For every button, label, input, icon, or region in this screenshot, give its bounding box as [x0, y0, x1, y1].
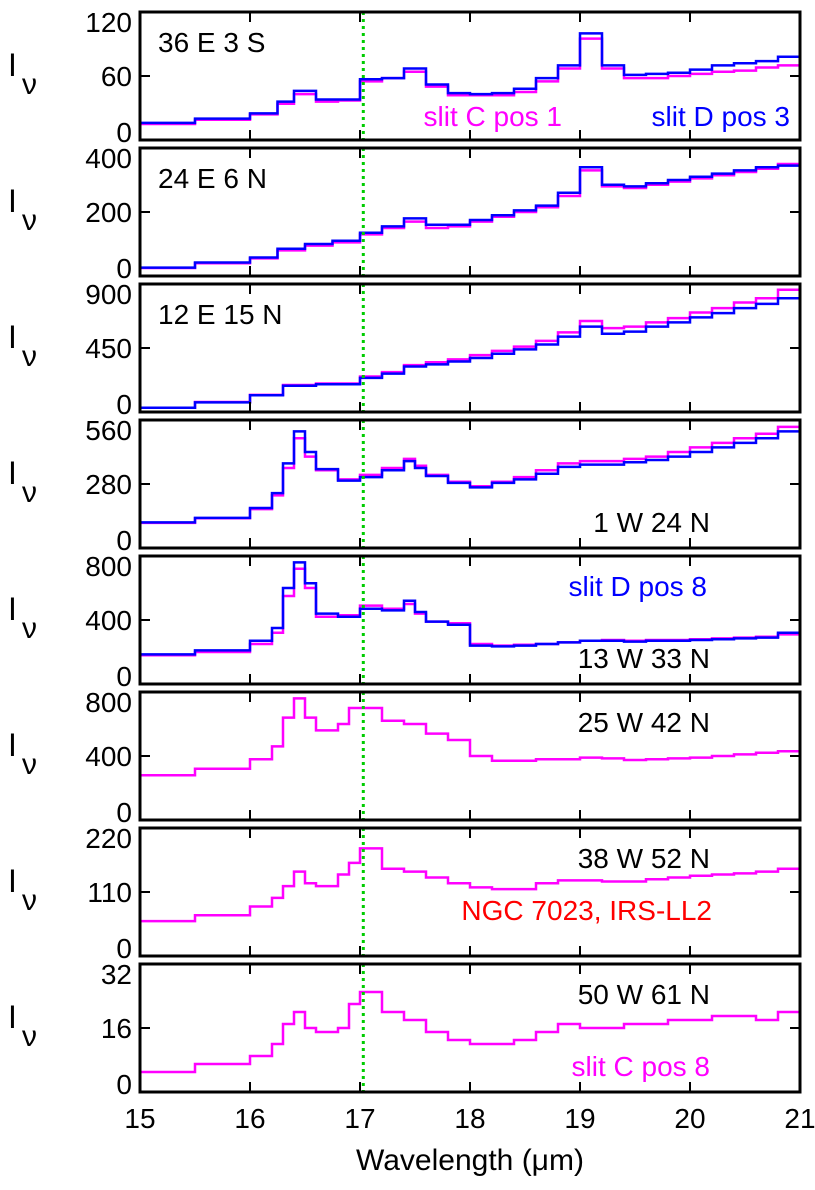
panel-2: 0 200 400 Iν 24 E 6 N [8, 143, 802, 284]
panel-3: 0 450 900 Iν 12 E 15 N [8, 279, 802, 420]
y-tick-label: 900 [85, 279, 132, 310]
y-tick-label: 800 [85, 687, 132, 718]
y-tick-label: 0 [116, 661, 132, 692]
y-axis-label-subscript: ν [22, 204, 37, 237]
x-tick-label: 19 [564, 1103, 595, 1134]
x-axis-title: Wavelength (μm) [356, 1144, 584, 1177]
y-tick-label: 0 [116, 1069, 132, 1100]
y-tick-label: 0 [116, 389, 132, 420]
panel-label: 13 W 33 N [578, 643, 710, 674]
y-axis-label-subscript: ν [22, 612, 37, 645]
y-axis-label: I [8, 863, 17, 899]
series-line-2 [140, 430, 802, 524]
y-tick-label: 0 [116, 117, 132, 148]
x-tick-label: 15 [124, 1103, 155, 1134]
y-tick-label: 400 [85, 741, 132, 772]
y-tick-label: 560 [85, 415, 132, 446]
y-tick-label: 220 [85, 823, 132, 854]
series-line-1 [140, 37, 800, 126]
y-tick-label: 32 [101, 959, 132, 990]
series-line-1 [140, 697, 802, 777]
panel-8: 0 16 32 Iν 50 W 61 N slit C pos 8 [8, 959, 802, 1100]
y-axis-label: I [8, 999, 17, 1035]
series-line-2 [140, 32, 802, 125]
y-axis-label: I [8, 455, 17, 491]
y-tick-label: 60 [101, 61, 132, 92]
y-axis-label-subscript: ν [22, 340, 37, 373]
x-tick-label: 17 [344, 1103, 375, 1134]
y-tick-label: 200 [85, 197, 132, 228]
y-axis-label-subscript: ν [22, 748, 37, 781]
y-tick-label: 800 [85, 551, 132, 582]
y-axis-label-subscript: ν [22, 476, 37, 509]
figure-annotation: NGC 7023, IRS-LL2 [461, 895, 712, 926]
y-tick-label: 120 [85, 7, 132, 38]
legend-label: slit D pos 8 [569, 571, 708, 602]
panel-label: 25 W 42 N [578, 707, 710, 738]
x-tick-label: 20 [674, 1103, 705, 1134]
y-tick-label: 280 [85, 469, 132, 500]
y-axis-label-subscript: ν [22, 68, 37, 101]
y-tick-label: 400 [85, 605, 132, 636]
series-line-2 [140, 296, 802, 409]
y-axis-label: I [8, 47, 17, 83]
series-line-2 [140, 561, 802, 656]
y-tick-label: 400 [85, 143, 132, 174]
y-axis-label: I [8, 727, 17, 763]
panel-label: 38 W 52 N [578, 843, 710, 874]
y-tick-label: 0 [116, 797, 132, 828]
series-line-1 [140, 847, 802, 923]
y-tick-label: 16 [101, 1013, 132, 1044]
panel-label: 50 W 61 N [578, 979, 710, 1010]
x-tick-label: 18 [454, 1103, 485, 1134]
y-tick-label: 0 [116, 525, 132, 556]
y-axis-label-subscript: ν [22, 1020, 37, 1053]
y-axis-label: I [8, 183, 17, 219]
y-axis-label: I [8, 591, 17, 627]
panel-4: 0 280 560 Iν 1 W 24 N [8, 415, 802, 556]
legend-label: slit C pos 8 [572, 1051, 711, 1082]
panel-label: 24 E 6 N [158, 163, 267, 194]
panel-label: 1 W 24 N [593, 507, 710, 538]
panel-label: 36 E 3 S [158, 27, 265, 58]
y-axis-label: I [8, 319, 17, 355]
legend-label: slit C pos 1 [424, 101, 563, 132]
y-tick-label: 110 [87, 877, 132, 908]
panel-1: 0 60 120 Iν 36 E 3 S slit C pos 1 slit D pos 3 [8, 7, 802, 148]
series-line-1 [140, 990, 802, 1074]
panel-5: 0 400 800 Iν 13 W 33 N slit D pos 8 [8, 551, 802, 692]
y-tick-label: 450 [85, 333, 132, 364]
legend-label: slit D pos 3 [652, 101, 791, 132]
panel-label: 12 E 15 N [158, 299, 283, 330]
y-tick-label: 0 [116, 253, 132, 284]
panel-7: 0 110 220 Iν 38 W 52 N [8, 823, 802, 964]
series-line-2 [140, 164, 802, 269]
x-tick-label: 21 [784, 1103, 815, 1134]
x-tick-label: 16 [234, 1103, 265, 1134]
y-tick-label: 0 [116, 933, 132, 964]
y-axis-label-subscript: ν [22, 884, 37, 917]
panel-6: 0 400 800 Iν 25 W 42 N [8, 687, 802, 828]
